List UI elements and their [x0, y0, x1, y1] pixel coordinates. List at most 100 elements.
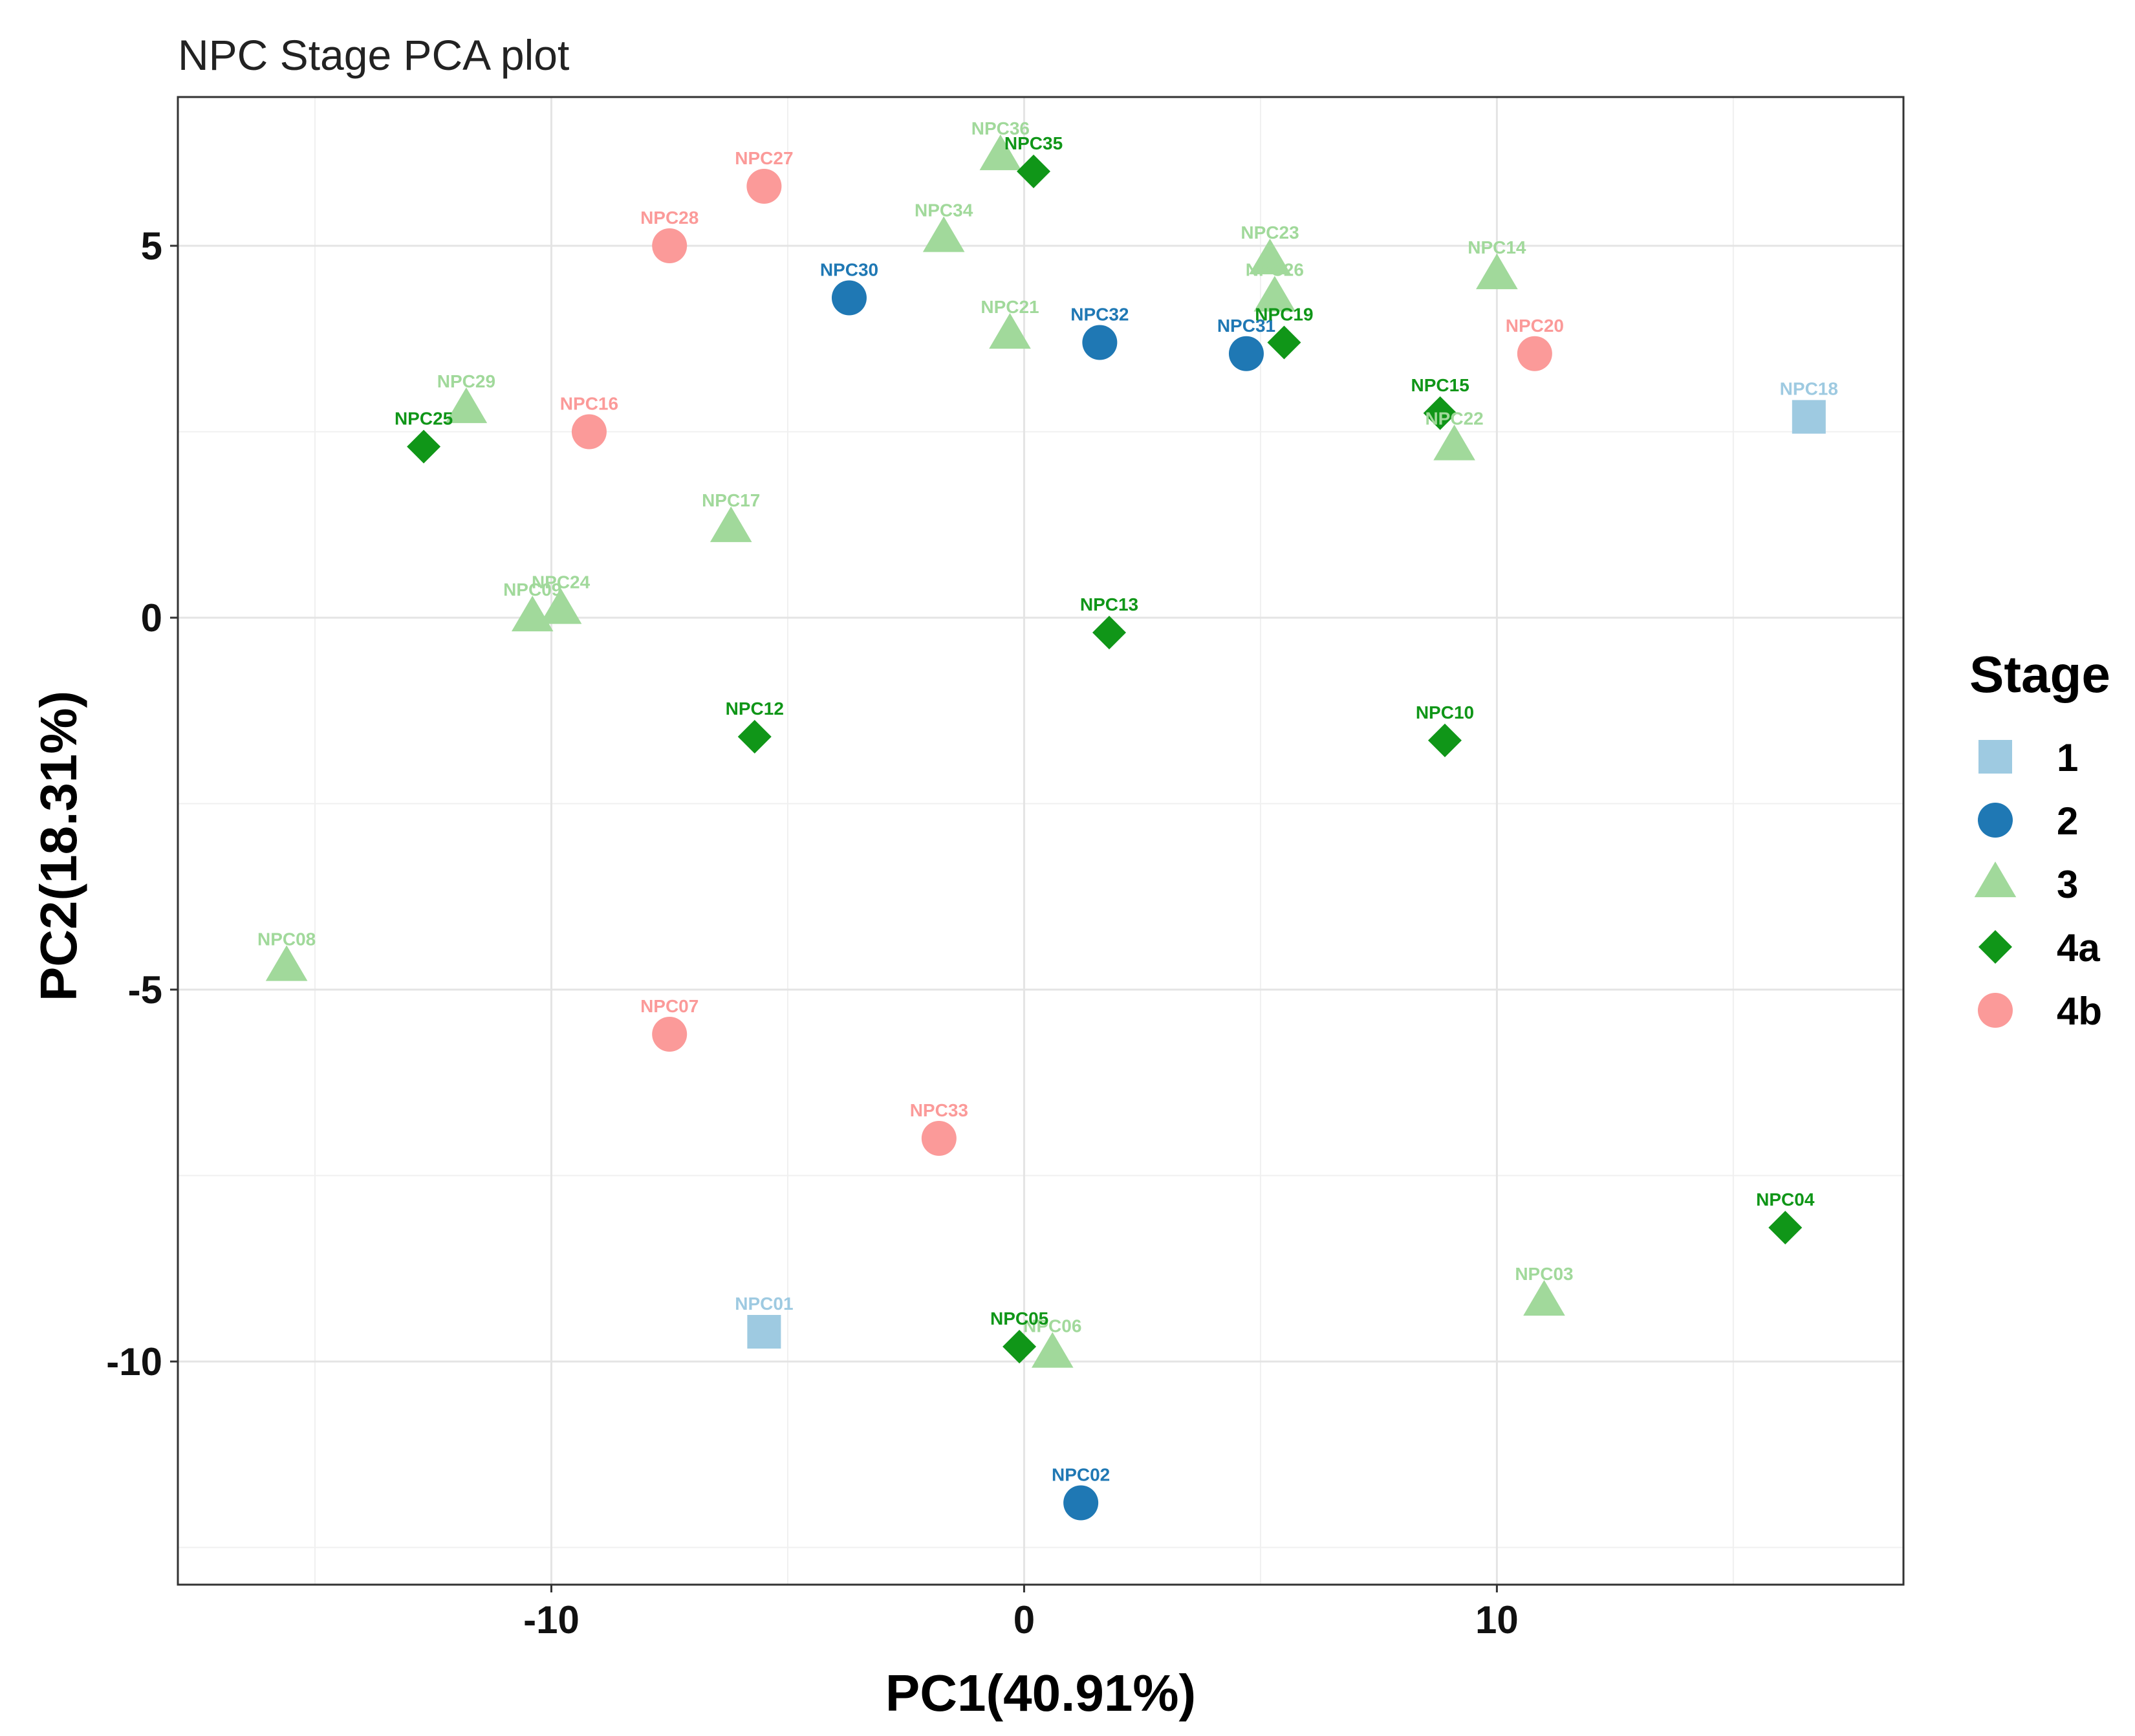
point-npc10	[1427, 723, 1462, 757]
legend-key-4b	[1978, 993, 2013, 1028]
point-label-npc18: NPC18	[1780, 379, 1838, 399]
legend: Stage 1 2 3 4a 4b	[1969, 646, 2110, 1033]
point-npc29	[445, 387, 488, 424]
point-npc36	[979, 135, 1022, 171]
point-npc17	[710, 506, 752, 543]
point-label-npc06: NPC06	[1023, 1316, 1081, 1336]
x-tick-label: 0	[1013, 1598, 1035, 1642]
y-tick-label: 5	[141, 224, 162, 268]
legend-key-4a	[1978, 930, 2012, 964]
point-label-npc30: NPC30	[820, 260, 878, 280]
point-label-npc29: NPC29	[437, 371, 495, 391]
point-label-npc14: NPC14	[1468, 237, 1526, 257]
point-npc30	[831, 280, 867, 316]
point-npc03	[1523, 1280, 1565, 1316]
point-label-npc28: NPC28	[640, 208, 699, 228]
point-npc02	[1063, 1485, 1099, 1521]
point-label-npc25: NPC25	[395, 409, 453, 429]
chart-title: NPC Stage PCA plot	[178, 31, 569, 79]
point-label-npc08: NPC08	[257, 929, 316, 949]
point-npc24	[539, 588, 582, 624]
point-label-npc02: NPC02	[1052, 1465, 1110, 1485]
legend-key-2	[1978, 803, 2013, 838]
point-label-npc13: NPC13	[1080, 594, 1138, 614]
legend-title: Stage	[1969, 646, 2110, 703]
legend-item-2: 2	[1978, 799, 2078, 843]
point-npc12	[737, 720, 772, 754]
point-npc07	[652, 1017, 688, 1052]
point-label-npc09: NPC09	[503, 580, 561, 600]
point-npc09	[511, 596, 554, 632]
point-label-npc26: NPC26	[1246, 260, 1304, 280]
legend-item-4b: 4b	[1978, 990, 2102, 1033]
point-npc19	[1267, 325, 1301, 360]
point-label-npc05: NPC05	[990, 1308, 1048, 1329]
point-npc05	[1002, 1330, 1037, 1363]
point-label-npc07: NPC07	[640, 996, 699, 1016]
point-label-npc33: NPC33	[910, 1100, 968, 1120]
point-label-npc31: NPC31	[1217, 316, 1275, 336]
point-npc18	[1792, 400, 1826, 434]
point-npc23	[1249, 239, 1291, 275]
point-label-npc15: NPC15	[1411, 375, 1469, 395]
point-npc16	[571, 414, 607, 450]
point-npc06	[1031, 1332, 1074, 1368]
legend-label-4b: 4b	[2057, 990, 2102, 1033]
point-label-npc35: NPC35	[1004, 133, 1063, 153]
point-npc14	[1476, 254, 1518, 290]
panel-background	[178, 97, 1903, 1585]
point-label-npc34: NPC34	[915, 201, 973, 221]
point-label-npc20: NPC20	[1506, 316, 1564, 336]
point-npc33	[921, 1121, 957, 1156]
point-npc20	[1517, 336, 1552, 371]
legend-key-3	[1974, 862, 2017, 898]
point-labels: NPC01 NPC18 NPC30 NPC32 NPC31 NPC02 NPC36 NPC34…	[257, 118, 1838, 1485]
point-label-npc19: NPC19	[1255, 305, 1313, 325]
y-tick-label: -10	[106, 1340, 162, 1383]
point-label-npc04: NPC04	[1756, 1189, 1815, 1210]
point-label-npc27: NPC27	[735, 148, 793, 168]
y-axis-title: PC2(18.31%)	[30, 691, 87, 1001]
legend-item-3: 3	[1974, 862, 2078, 906]
x-axis-title: PC1(40.91%)	[885, 1664, 1196, 1722]
point-label-npc17: NPC17	[702, 490, 760, 510]
point-label-npc36: NPC36	[971, 118, 1030, 138]
legend-item-4a: 4a	[1978, 926, 2100, 970]
y-tick-label: 0	[141, 596, 162, 640]
x-axis-ticks: -10 0 10	[523, 1585, 1519, 1642]
point-label-npc01: NPC01	[735, 1294, 793, 1314]
point-npc25	[407, 429, 441, 464]
point-label-npc12: NPC12	[726, 699, 784, 719]
legend-label-3: 3	[2057, 863, 2078, 906]
legend-label-1: 1	[2057, 736, 2078, 779]
x-tick-label: -10	[523, 1598, 580, 1642]
point-npc15	[1423, 396, 1457, 430]
panel-frame	[177, 96, 1905, 1586]
point-npc26	[1253, 276, 1296, 312]
point-npc08	[265, 945, 308, 981]
point-npc32	[1082, 325, 1118, 360]
point-npc13	[1092, 616, 1126, 649]
x-tick-label: 10	[1475, 1598, 1519, 1642]
y-tick-label: -5	[128, 968, 162, 1012]
panel-border	[177, 96, 1905, 1586]
legend-item-1: 1	[1978, 736, 2078, 779]
point-label-npc10: NPC10	[1416, 702, 1474, 722]
point-npc22	[1433, 424, 1475, 461]
point-npc35	[1017, 155, 1051, 188]
point-npc21	[989, 313, 1031, 349]
point-npc27	[746, 169, 782, 204]
data-points	[265, 135, 1826, 1521]
legend-label-2: 2	[2057, 799, 2078, 843]
point-label-npc21: NPC21	[981, 297, 1039, 317]
y-axis-ticks: 5 0 -5 -10	[106, 224, 178, 1383]
point-label-npc23: NPC23	[1241, 222, 1299, 243]
point-npc01	[747, 1315, 781, 1349]
legend-key-1	[1978, 740, 2012, 774]
point-label-npc22: NPC22	[1425, 409, 1483, 429]
point-npc28	[652, 228, 688, 263]
legend-label-4a: 4a	[2057, 926, 2100, 970]
point-npc34	[922, 216, 965, 252]
point-npc04	[1768, 1211, 1803, 1244]
